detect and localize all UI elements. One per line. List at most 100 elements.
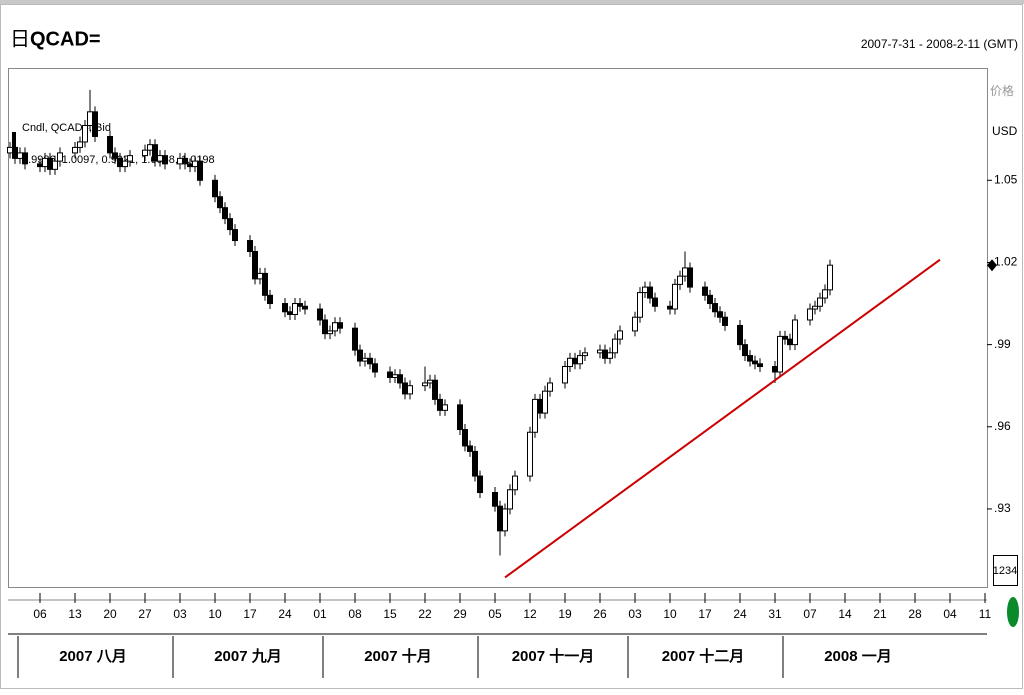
candle-body: [282, 303, 288, 313]
y-tick-label: .96: [994, 419, 1011, 433]
title-icon: 日: [10, 28, 30, 50]
candle-body: [297, 303, 303, 307]
candle-body: [392, 374, 398, 378]
candle-body: [292, 303, 298, 315]
candle-body: [702, 286, 708, 296]
candle-body: [572, 357, 578, 365]
candle-body: [637, 292, 643, 318]
candle-body: [337, 322, 343, 329]
candle-body: [502, 508, 508, 532]
candle-body: [197, 160, 203, 181]
candle-body: [682, 267, 688, 277]
x-tick-label: 08: [348, 607, 362, 621]
y-tick-label: 1.05: [994, 172, 1018, 186]
candle-body: [527, 431, 533, 477]
candle-body: [47, 157, 53, 170]
candle-body: [647, 286, 653, 299]
candle-body: [612, 338, 618, 354]
candle-body: [597, 349, 603, 354]
candle-body: [222, 207, 228, 220]
candle-body: [577, 355, 583, 365]
x-tick-label: 06: [33, 607, 47, 621]
candle-body: [542, 390, 548, 414]
candle-body: [327, 330, 333, 335]
candle-body: [367, 357, 373, 365]
x-tick-label: 17: [698, 607, 712, 621]
candle-body: [57, 152, 63, 162]
candle-body: [72, 146, 78, 154]
candle-body: [677, 275, 683, 285]
candle-body: [372, 363, 378, 373]
candle-body: [287, 311, 293, 315]
x-tick-label: 01: [313, 607, 327, 621]
candle-body: [77, 141, 83, 148]
last-price-marker: [987, 259, 997, 272]
y-unit: USD: [992, 124, 1018, 138]
candle-body: [777, 335, 783, 373]
candle-body: [812, 305, 818, 310]
candle-body: [507, 489, 513, 510]
candle-body: [477, 475, 483, 494]
candle-body: [752, 360, 758, 365]
x-tick-label: 11: [979, 607, 992, 621]
candle-body: [667, 305, 673, 310]
candle-body: [472, 450, 478, 477]
candle-body: [42, 157, 48, 168]
candle-body: [182, 157, 188, 165]
x-tick-label: 20: [103, 607, 117, 621]
y-tick-label: 1.02: [994, 255, 1018, 269]
candle-body: [252, 250, 258, 280]
candle-body: [792, 319, 798, 346]
candle-body: [772, 366, 778, 373]
candle-body: [212, 179, 218, 198]
candle-body: [617, 330, 623, 340]
candle-body: [352, 327, 358, 351]
candle-body: [302, 305, 308, 310]
candle-body: [82, 125, 88, 143]
candle-body: [37, 163, 43, 168]
candle-body: [332, 322, 338, 332]
plot-area: [8, 68, 988, 588]
candle-body: [467, 445, 473, 452]
candle-body: [52, 160, 58, 170]
x-tick-label: 24: [278, 607, 292, 621]
candle-body: [497, 505, 503, 532]
candle-body: [582, 352, 588, 357]
candle-body: [787, 338, 793, 346]
x-tick-label: 28: [908, 607, 922, 621]
candle-body: [462, 429, 468, 447]
x-tick-label: 12: [523, 607, 537, 621]
candle-body: [717, 311, 723, 318]
x-tick-label: 15: [383, 607, 397, 621]
candle-body: [92, 111, 98, 137]
candle-body: [407, 385, 413, 395]
candle-body: [827, 264, 833, 291]
x-tick-label: 29: [453, 607, 467, 621]
candle-body: [122, 160, 128, 168]
candle-body: [782, 335, 788, 340]
candle-body: [152, 144, 158, 162]
y-tick-label: .93: [994, 501, 1011, 515]
month-label: 2008 一月: [824, 648, 892, 665]
candle-body: [722, 316, 728, 326]
candle-body: [397, 374, 403, 384]
scale-button[interactable]: [993, 555, 1018, 586]
candle-body: [632, 316, 638, 332]
x-tick-label: 14: [838, 607, 852, 621]
candle-body: [457, 404, 463, 431]
month-label: 2007 十二月: [662, 647, 745, 665]
candle-body: [147, 144, 153, 151]
frame: [0, 4, 1023, 689]
trend-line: [504, 258, 941, 579]
x-tick-label: 27: [138, 607, 152, 621]
candle-body: [547, 382, 553, 392]
legend-icon: [12, 132, 16, 158]
candle-body: [567, 357, 573, 368]
candle-body: [602, 349, 608, 359]
scale-button-label[interactable]: 1234: [993, 565, 1017, 577]
candle-body: [532, 398, 538, 433]
candle-body: [157, 155, 163, 162]
candle-body: [87, 111, 93, 127]
x-tick-label: 10: [208, 607, 222, 621]
candle-body: [247, 240, 253, 252]
